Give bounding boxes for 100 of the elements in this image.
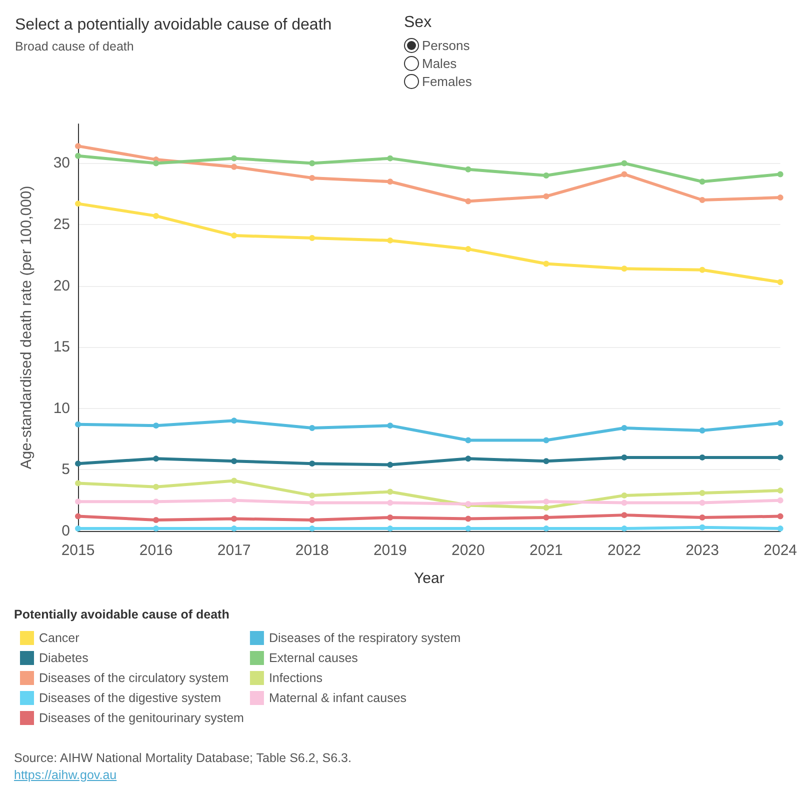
point bbox=[231, 232, 238, 239]
y-tick-label: 10 bbox=[53, 400, 70, 417]
point bbox=[543, 260, 550, 267]
legend-label: Diseases of the respiratory system bbox=[268, 631, 461, 645]
legend-label: Diabetes bbox=[39, 651, 88, 665]
point bbox=[621, 171, 628, 178]
point bbox=[777, 513, 784, 520]
point bbox=[231, 418, 238, 424]
source-note: Source: AIHW National Mortality Database; Table S6.2, S6.3. bbox=[14, 751, 352, 765]
point bbox=[231, 526, 238, 532]
y-axis-title: Age-standardised death rate (per 100,000) bbox=[18, 186, 35, 470]
point bbox=[621, 526, 628, 532]
text: Sex bbox=[404, 14, 432, 32]
point bbox=[309, 425, 316, 432]
point bbox=[75, 200, 81, 207]
legend-label: Diseases of the genitourinary system bbox=[39, 711, 244, 725]
text: Females bbox=[422, 74, 472, 88]
point bbox=[153, 422, 160, 429]
point bbox=[699, 454, 706, 460]
legend-label: Maternal & infant causes bbox=[268, 691, 407, 705]
point bbox=[777, 526, 784, 532]
legend-label: Infections bbox=[268, 671, 322, 685]
point bbox=[543, 514, 550, 521]
point bbox=[543, 193, 550, 200]
point bbox=[621, 512, 628, 518]
point bbox=[387, 514, 394, 521]
legend-label: External causes bbox=[268, 651, 358, 665]
point bbox=[75, 152, 81, 159]
point bbox=[153, 212, 160, 219]
x-tick-label: 2022 bbox=[608, 542, 641, 559]
point bbox=[465, 516, 472, 522]
x-tick-label: 2019 bbox=[373, 542, 407, 559]
x-axis-title: Year bbox=[414, 570, 444, 587]
text: https://aihw.gov.au bbox=[14, 768, 117, 782]
legend-label: Cancer bbox=[39, 631, 80, 645]
point bbox=[387, 237, 394, 244]
text: Persons bbox=[422, 38, 470, 52]
point bbox=[153, 456, 160, 462]
point bbox=[309, 174, 316, 181]
point bbox=[387, 526, 394, 532]
y-tick-label: 20 bbox=[53, 277, 70, 294]
point bbox=[153, 160, 160, 166]
point bbox=[699, 514, 706, 521]
point bbox=[699, 178, 706, 185]
point bbox=[465, 246, 472, 252]
point bbox=[387, 422, 394, 429]
point bbox=[153, 484, 160, 490]
y-tick-label: 5 bbox=[62, 461, 70, 478]
point bbox=[543, 172, 550, 178]
point bbox=[309, 460, 316, 467]
point bbox=[75, 480, 81, 486]
point bbox=[621, 454, 628, 460]
point bbox=[231, 478, 238, 484]
point bbox=[75, 513, 81, 520]
point bbox=[231, 458, 238, 464]
point bbox=[699, 427, 706, 434]
point bbox=[75, 498, 81, 505]
y-tick-label: 15 bbox=[53, 338, 70, 356]
x-tick-label: 2023 bbox=[686, 542, 719, 559]
point bbox=[231, 164, 238, 170]
point bbox=[621, 160, 628, 166]
point bbox=[309, 526, 316, 532]
point bbox=[777, 171, 784, 178]
text: Males bbox=[422, 56, 457, 70]
x-tick-label: 2016 bbox=[139, 542, 173, 559]
point bbox=[75, 460, 81, 467]
point bbox=[387, 178, 394, 185]
point bbox=[153, 516, 160, 523]
point bbox=[309, 235, 316, 242]
x-tick-label: 2015 bbox=[61, 542, 95, 559]
point bbox=[465, 166, 472, 172]
point bbox=[699, 266, 706, 273]
point bbox=[777, 420, 784, 426]
point bbox=[777, 497, 784, 504]
point bbox=[309, 516, 316, 523]
legend-title: Potentially avoidable cause of death bbox=[14, 608, 230, 622]
point bbox=[231, 155, 238, 162]
point bbox=[543, 498, 550, 505]
point bbox=[543, 526, 550, 532]
point bbox=[699, 500, 706, 506]
point bbox=[543, 437, 550, 444]
point bbox=[777, 279, 784, 286]
point bbox=[387, 488, 394, 495]
chart-title: Select a potentially avoidable cause of death bbox=[15, 16, 332, 34]
point bbox=[465, 526, 472, 532]
point bbox=[75, 421, 81, 428]
point bbox=[699, 524, 706, 530]
point bbox=[543, 458, 550, 464]
point bbox=[231, 516, 238, 522]
point bbox=[777, 488, 784, 494]
x-tick-label: 2017 bbox=[217, 542, 251, 559]
legend-label: Diseases of the digestive system bbox=[39, 691, 222, 705]
point bbox=[465, 456, 472, 462]
point bbox=[777, 194, 784, 201]
point bbox=[699, 490, 706, 496]
point bbox=[153, 498, 160, 505]
point bbox=[777, 454, 784, 460]
point bbox=[465, 437, 472, 444]
point bbox=[387, 500, 394, 506]
point bbox=[75, 526, 81, 532]
